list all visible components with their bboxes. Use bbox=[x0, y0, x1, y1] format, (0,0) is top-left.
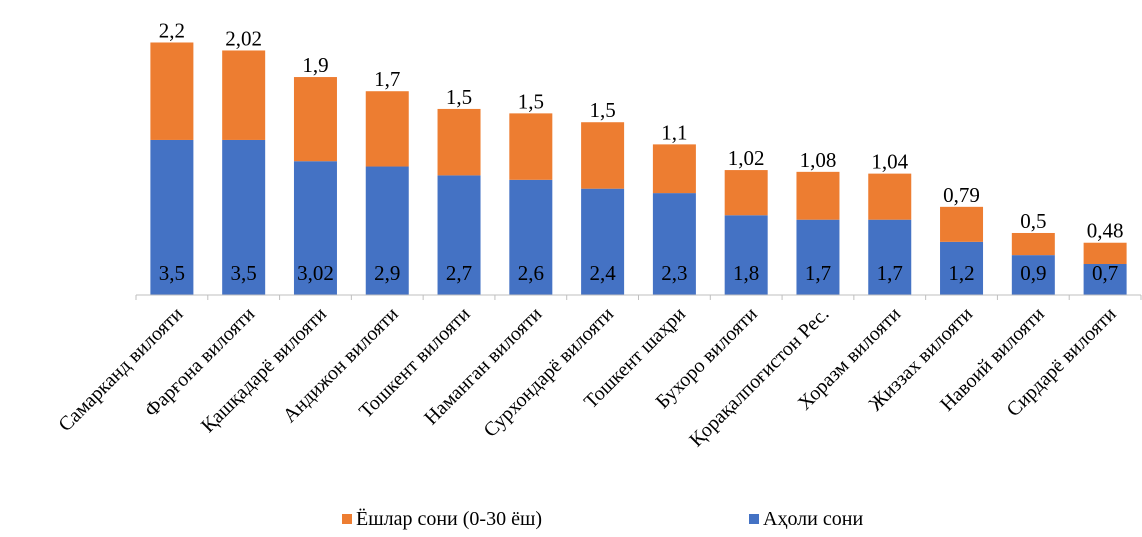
bar-population bbox=[940, 241, 984, 295]
data-label-youth: 1,02 bbox=[728, 146, 765, 170]
bar-population bbox=[581, 188, 625, 295]
bar-youth bbox=[365, 91, 409, 167]
bar-youth bbox=[150, 42, 194, 140]
data-label-population: 3,02 bbox=[297, 261, 334, 285]
data-label-youth: 1,5 bbox=[518, 89, 544, 113]
x-axis-ticks bbox=[135, 295, 1142, 300]
data-label-population: 1,7 bbox=[805, 261, 831, 285]
category-label: Қорақалпоғистон Рес. bbox=[685, 303, 833, 451]
data-label-youth: 2,2 bbox=[159, 18, 185, 42]
data-label-population: 1,8 bbox=[733, 261, 759, 285]
bar-population bbox=[509, 179, 553, 295]
bar-population bbox=[1083, 263, 1127, 295]
bar-youth bbox=[437, 108, 481, 176]
bar-youth bbox=[796, 171, 840, 220]
data-label-population: 2,6 bbox=[518, 261, 544, 285]
bar-youth bbox=[652, 144, 696, 194]
category-label: Қашқадарё вилояти bbox=[197, 303, 331, 437]
data-label-youth: 0,48 bbox=[1087, 219, 1124, 243]
data-label-population: 0,9 bbox=[1020, 261, 1046, 285]
data-label-youth: 1,9 bbox=[302, 53, 328, 77]
data-label-population: 2,3 bbox=[661, 261, 687, 285]
bar-youth bbox=[940, 206, 984, 242]
bar-youth bbox=[581, 122, 625, 189]
data-label-population: 3,5 bbox=[231, 261, 257, 285]
bar-youth bbox=[509, 113, 553, 180]
bar-youth bbox=[1083, 242, 1127, 264]
data-label-population: 2,7 bbox=[446, 261, 472, 285]
data-label-population: 1,2 bbox=[948, 261, 974, 285]
bar-population bbox=[150, 139, 194, 295]
bar-population bbox=[796, 219, 840, 295]
legend-label-youth: Ёшлар сони (0-30 ёш) bbox=[356, 507, 542, 530]
bar-population bbox=[437, 175, 481, 295]
bar-youth bbox=[293, 77, 337, 162]
bar-youth bbox=[868, 173, 912, 220]
data-label-youth: 1,5 bbox=[589, 98, 615, 122]
legend-label-population: Аҳоли сони bbox=[763, 508, 863, 530]
data-label-youth: 1,08 bbox=[800, 148, 837, 172]
data-label-youth: 1,5 bbox=[446, 85, 472, 109]
bar-youth bbox=[1011, 232, 1055, 256]
category-label: Сурхондарё вилояти bbox=[479, 303, 618, 442]
bar-population bbox=[365, 166, 409, 295]
data-label-youth: 1,04 bbox=[871, 150, 908, 174]
data-label-youth: 2,02 bbox=[225, 26, 262, 50]
data-label-youth: 1,7 bbox=[374, 67, 400, 91]
data-label-youth: 1,1 bbox=[661, 120, 687, 144]
bar-youth bbox=[222, 50, 266, 140]
bar-population bbox=[222, 139, 266, 295]
legend: Ёшлар сони (0-30 ёш) Аҳоли сони bbox=[342, 507, 863, 530]
category-label: Самарканд вилояти bbox=[54, 303, 187, 436]
legend-swatch-population bbox=[749, 514, 759, 524]
bar-population bbox=[1011, 255, 1055, 295]
bar-population bbox=[868, 219, 912, 295]
data-label-youth: 0,5 bbox=[1020, 209, 1046, 233]
data-label-population: 2,4 bbox=[589, 261, 616, 285]
bar-youth bbox=[724, 170, 768, 216]
bar-population bbox=[724, 215, 768, 295]
data-label-population: 2,9 bbox=[374, 261, 400, 285]
legend-swatch-youth bbox=[342, 514, 352, 524]
data-label-youth: 0,79 bbox=[943, 183, 980, 207]
data-label-population: 0,7 bbox=[1092, 261, 1118, 285]
data-label-population: 1,7 bbox=[877, 261, 903, 285]
plot-area: 3,5 2,2 3,5 2,02 3,02 1,9 2,9 1,7 2,7 1,5 2,6 1,5 2,… bbox=[150, 18, 1127, 295]
data-label-population: 3,5 bbox=[159, 261, 185, 285]
bar-population bbox=[652, 193, 696, 295]
bar-population bbox=[293, 161, 337, 295]
